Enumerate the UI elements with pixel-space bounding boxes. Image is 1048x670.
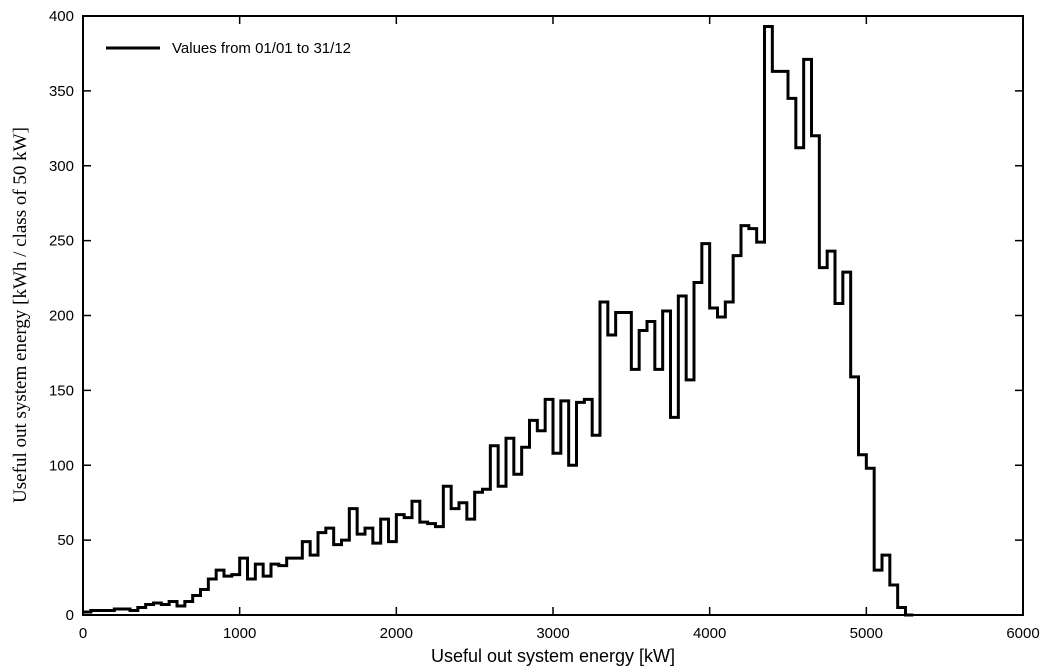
x-tick-label: 5000 <box>850 625 883 642</box>
x-tick-label: 3000 <box>536 625 569 642</box>
x-tick-label: 1000 <box>223 625 256 642</box>
x-tick-label: 0 <box>79 625 87 642</box>
series-line <box>83 24 914 617</box>
x-axis-label: Useful out system energy [kW] <box>431 646 675 666</box>
y-axis-ticks: 0 50 100 150 200 250 300 350 400 <box>49 8 1023 624</box>
y-tick-label: 100 <box>49 457 74 474</box>
y-tick-label: 50 <box>57 532 74 549</box>
x-tick-label: 4000 <box>693 625 726 642</box>
y-tick-label: 350 <box>49 83 74 100</box>
y-tick-label: 150 <box>49 382 74 399</box>
legend-label: Values from 01/01 to 31/12 <box>172 40 351 57</box>
y-tick-label: 300 <box>49 158 74 175</box>
x-axis-ticks: 0 1000 2000 3000 4000 5000 6000 <box>79 16 1040 642</box>
y-tick-label: 200 <box>49 308 74 325</box>
x-tick-label: 2000 <box>380 625 413 642</box>
x-tick-label: 6000 <box>1006 625 1039 642</box>
y-tick-label: 0 <box>66 607 74 624</box>
y-tick-label: 400 <box>49 8 74 25</box>
legend: Values from 01/01 to 31/12 <box>106 40 351 57</box>
y-tick-label: 250 <box>49 233 74 250</box>
y-axis-label: Useful out system energy [kWh / class of… <box>10 127 31 503</box>
plot-frame <box>82 15 1024 616</box>
